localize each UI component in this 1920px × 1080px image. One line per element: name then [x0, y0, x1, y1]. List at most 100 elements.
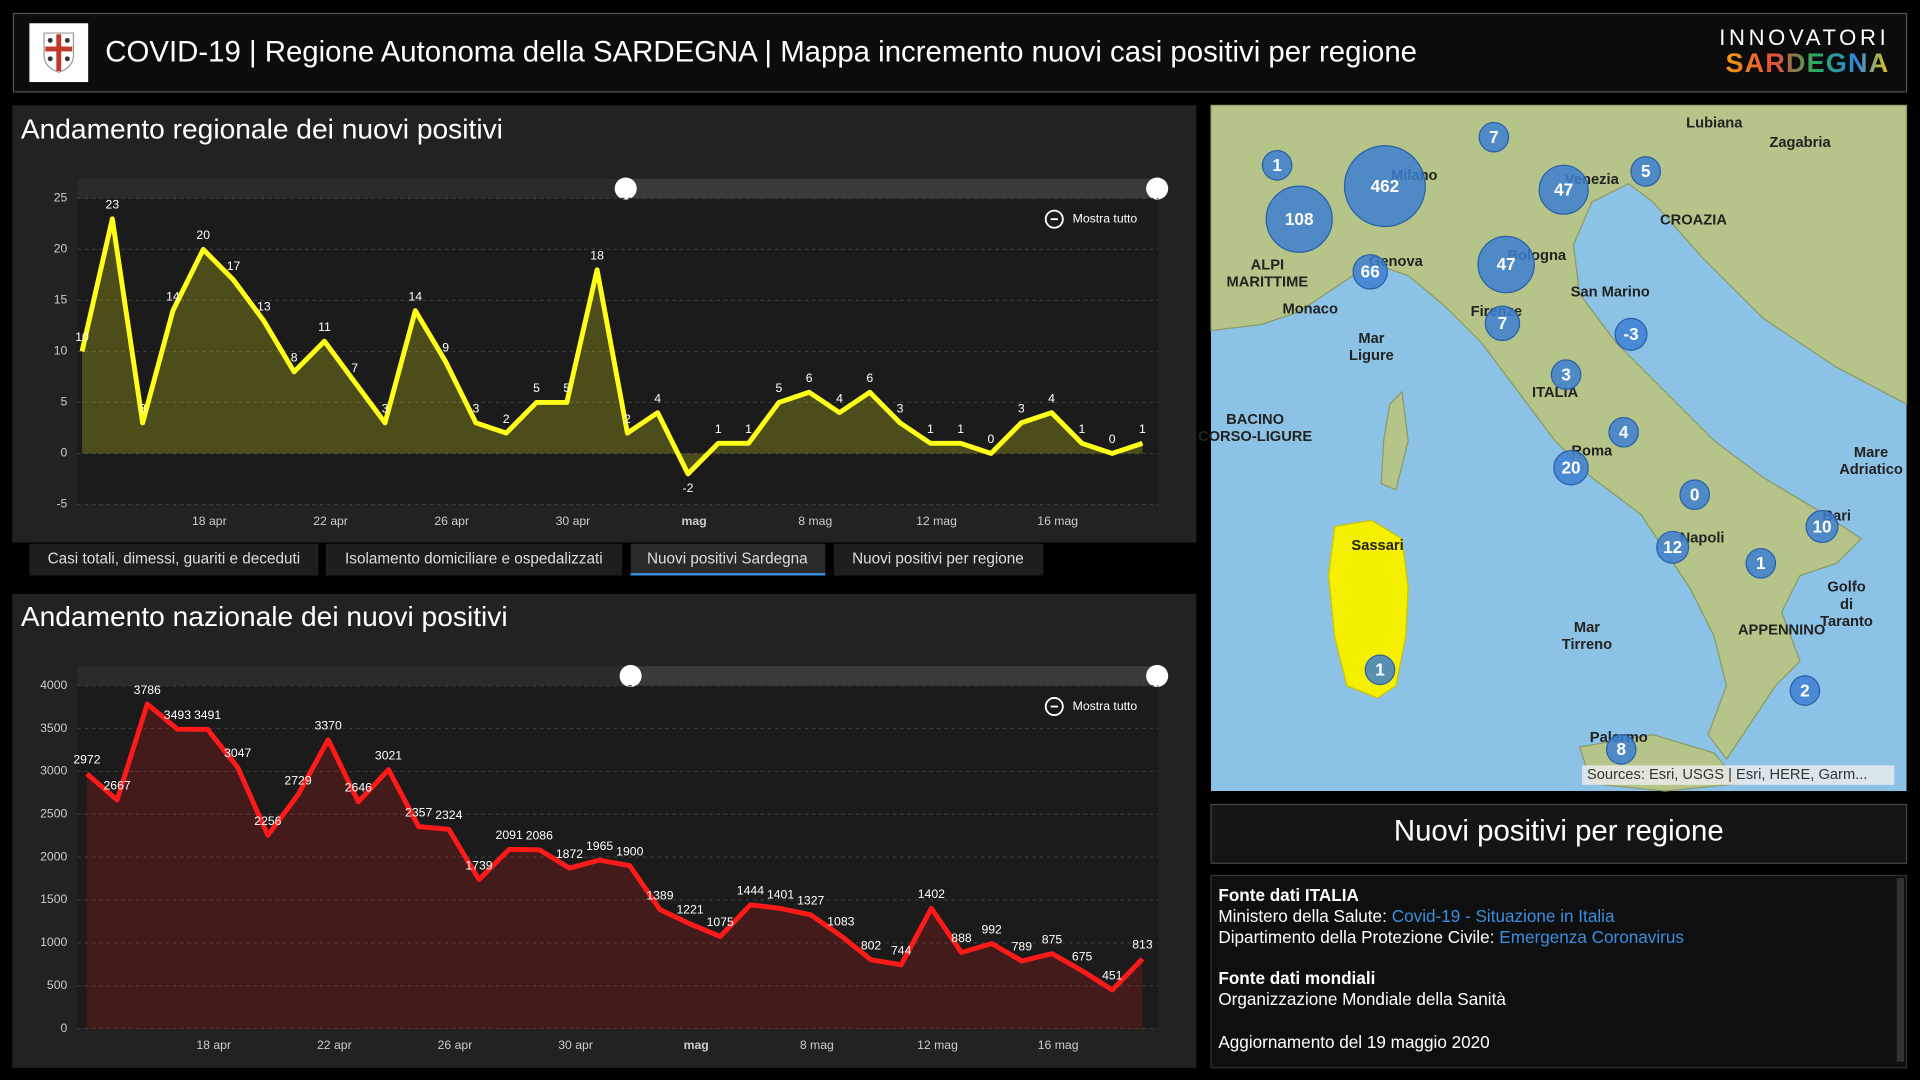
cluster[interactable] — [1805, 510, 1839, 544]
data-label: 3786 — [134, 683, 161, 697]
scrollbar[interactable] — [1896, 877, 1905, 1062]
info-heading: Fonte dati mondiali — [1218, 968, 1375, 988]
cluster[interactable] — [1608, 416, 1639, 448]
data-label: 8 — [291, 351, 298, 365]
x-tick-label: 22 apr — [313, 514, 348, 528]
cluster[interactable] — [1605, 734, 1637, 765]
data-label: 2729 — [284, 773, 311, 787]
data-label: 17 — [227, 259, 241, 273]
slider-handle[interactable] — [1146, 664, 1169, 687]
place-label: CROAZIA — [1660, 212, 1727, 228]
x-tick-label: 18 apr — [196, 1038, 231, 1052]
data-label: 10 — [75, 330, 89, 344]
data-label: 1075 — [707, 915, 734, 929]
tab[interactable] — [29, 543, 319, 576]
data-label: 888 — [951, 931, 972, 945]
y-tick-label: 15 — [54, 293, 68, 307]
cluster[interactable] — [1789, 675, 1821, 706]
x-tick-label: 8 mag — [798, 514, 832, 528]
y-tick-label: 0 — [61, 446, 68, 460]
data-label: 3 — [473, 402, 480, 416]
x-tick-label: 12 mag — [916, 514, 957, 528]
data-label: 6 — [866, 371, 873, 385]
cluster-label: 8 — [1616, 739, 1626, 759]
tab-label[interactable]: Nuovi positivi per regione — [852, 551, 1024, 568]
data-label: 14 — [409, 289, 423, 303]
data-label: 4 — [654, 391, 661, 405]
data-label: 2667 — [103, 779, 130, 793]
cluster[interactable] — [1553, 450, 1589, 486]
slider-handle[interactable] — [1146, 177, 1169, 200]
cluster[interactable] — [1745, 547, 1777, 579]
cluster-label: 47 — [1497, 254, 1516, 274]
tab-label[interactable]: Nuovi positivi Sardegna — [647, 551, 808, 568]
cluster[interactable] — [1656, 530, 1690, 564]
cluster[interactable] — [1352, 254, 1388, 290]
y-tick-label: 2000 — [40, 849, 67, 863]
slider-handle[interactable] — [619, 664, 642, 687]
cluster[interactable] — [1679, 479, 1710, 510]
cluster[interactable] — [1261, 150, 1293, 181]
cluster[interactable] — [1478, 121, 1510, 153]
data-label: 1739 — [465, 858, 492, 872]
data-label: 3 — [1018, 402, 1025, 416]
x-tick-label: 12 mag — [917, 1038, 958, 1052]
data-label: 3 — [382, 402, 389, 416]
x-tick-label: 16 mag — [1037, 514, 1078, 528]
header — [12, 12, 1908, 93]
data-label: 2357 — [405, 805, 432, 819]
y-tick-label: 10 — [54, 344, 68, 358]
info-heading: Fonte dati ITALIA — [1218, 885, 1358, 905]
data-label: 1444 — [737, 884, 764, 898]
place-label: BACINO — [1226, 412, 1284, 428]
cluster-label: 1 — [1375, 660, 1385, 680]
data-label: 2 — [624, 412, 631, 426]
cluster[interactable] — [1630, 156, 1662, 187]
data-label: 1 — [957, 422, 964, 436]
x-tick-label: 26 apr — [434, 514, 469, 528]
data-label: 1402 — [918, 887, 945, 901]
tab-active[interactable] — [630, 543, 826, 576]
place-label: MARITTIME — [1227, 275, 1309, 291]
legend-title: Nuovi positivi per regione — [1394, 814, 1724, 847]
place-label: Mare — [1854, 445, 1888, 461]
cluster-label: 20 — [1561, 458, 1580, 478]
zoom-reset[interactable]: Mostra tutto — [1073, 211, 1138, 225]
data-label: 5 — [533, 381, 540, 395]
cluster[interactable] — [1265, 185, 1333, 253]
area — [82, 218, 1143, 474]
data-label: 1 — [715, 422, 722, 436]
brand-top: INNOVATORI — [1719, 25, 1889, 50]
info-link[interactable]: Emergenza Coronavirus — [1499, 926, 1684, 946]
cluster[interactable] — [1538, 164, 1589, 215]
tabs: Casi totali, dimessi, guariti e deceduti… — [29, 543, 1044, 576]
data-label: 1900 — [616, 844, 643, 858]
cluster[interactable] — [1484, 305, 1521, 342]
cluster-label: 0 — [1690, 484, 1700, 504]
zoom-icon — [1044, 209, 1064, 229]
cluster[interactable] — [1477, 235, 1535, 294]
line — [85, 701, 1145, 993]
info-link[interactable]: Covid-19 - Situazione in Italia — [1392, 906, 1615, 926]
tab[interactable] — [325, 543, 623, 576]
tab[interactable] — [833, 543, 1044, 576]
data-label: 1221 — [676, 903, 703, 917]
data-label: 20 — [196, 228, 210, 242]
tab-label[interactable]: Isolamento domiciliare e ospedalizzati — [345, 551, 603, 568]
cluster[interactable] — [1550, 359, 1582, 390]
data-label: 744 — [891, 944, 912, 958]
tab-label[interactable]: Casi totali, dimessi, guariti e deceduti — [48, 551, 301, 568]
place-label: di — [1840, 597, 1853, 613]
data-label: 813 — [1132, 938, 1153, 952]
cluster[interactable] — [1614, 317, 1648, 351]
cluster[interactable] — [1364, 654, 1396, 686]
slider-handle[interactable] — [614, 177, 637, 200]
info-panel — [1210, 874, 1908, 1069]
cluster-label: 2 — [1800, 680, 1810, 700]
sardinia[interactable] — [1327, 519, 1409, 699]
cluster[interactable] — [1343, 145, 1426, 228]
chart-title: Andamento regionale dei nuovi positivi — [21, 113, 503, 144]
plot-area — [77, 668, 1159, 1029]
zoom-reset[interactable]: Mostra tutto — [1073, 699, 1138, 713]
